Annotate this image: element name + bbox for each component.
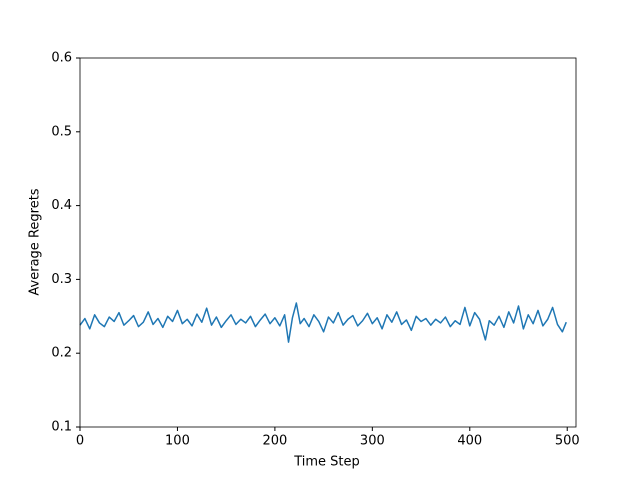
y-tick-label: 0.6 (51, 51, 72, 66)
x-tick-label: 100 (165, 434, 190, 449)
x-tick-label: 0 (76, 434, 84, 449)
y-tick-label: 0.5 (51, 124, 72, 139)
y-tick-label: 0.1 (51, 420, 72, 435)
plot-frame (79, 57, 577, 428)
y-tick-label: 0.2 (51, 346, 72, 361)
x-tick-label: 400 (457, 434, 482, 449)
x-tick-label: 200 (262, 434, 287, 449)
y-tick-label: 0.4 (51, 198, 72, 213)
x-tick-label: 500 (555, 434, 580, 449)
data-line (79, 302, 567, 343)
y-axis-label: Average Regrets (28, 188, 43, 295)
x-tick-label: 300 (360, 434, 385, 449)
x-axis-label: Time Step (293, 455, 360, 470)
y-tick-label: 0.3 (51, 272, 72, 287)
